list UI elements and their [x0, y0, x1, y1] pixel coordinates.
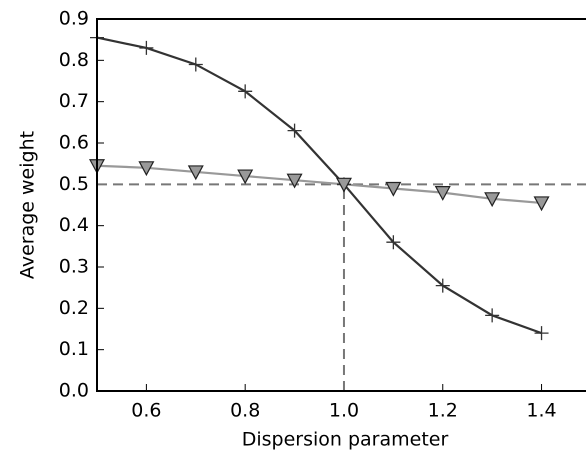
marker [385, 181, 402, 197]
marker [287, 123, 302, 138]
marker [237, 169, 254, 185]
y-tick-label: 0.8 [59, 49, 89, 71]
marker [139, 40, 154, 55]
x-tick-label: 1.0 [329, 400, 359, 422]
y-tick-label: 0.5 [59, 173, 89, 195]
y-tick-label: 0.6 [59, 132, 89, 154]
y-tick-label: 0.7 [59, 90, 89, 112]
y-tick-label: 0.2 [59, 297, 89, 319]
y-tick-label: 0.9 [59, 8, 89, 30]
x-tick-label: 1.2 [428, 400, 458, 422]
marker [434, 186, 451, 201]
marker [138, 161, 155, 177]
marker [286, 173, 303, 189]
marker [238, 84, 253, 99]
marker [435, 278, 450, 293]
plot-frame [96, 18, 586, 392]
y-tick-label: 0.4 [59, 214, 89, 236]
y-tick-label: 0.3 [59, 256, 89, 278]
x-tick-label: 1.4 [526, 400, 556, 422]
marker [335, 177, 352, 193]
marker [188, 57, 203, 72]
marker [534, 326, 549, 341]
x-axis-label: Dispersion parameter [242, 429, 449, 451]
marker [533, 196, 550, 212]
y-axis-label: Average weight [17, 131, 39, 279]
y-tick-label: 0.0 [59, 380, 89, 402]
x-tick-label: 0.8 [230, 400, 260, 422]
y-tick-label: 0.1 [59, 338, 89, 360]
x-tick-label: 0.6 [131, 400, 161, 422]
marker [386, 235, 401, 250]
series-line [96, 164, 542, 205]
marker [485, 308, 500, 323]
marker [187, 165, 204, 181]
marker [484, 192, 501, 208]
series-line [96, 36, 542, 335]
